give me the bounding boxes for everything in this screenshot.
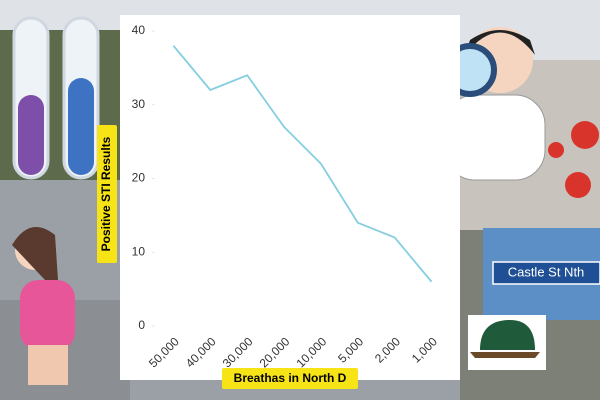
cap-brim	[470, 352, 540, 358]
person-hair	[12, 227, 58, 280]
y-tick-label: 0	[138, 318, 145, 332]
x-axis-title-box	[222, 368, 358, 389]
y-axis-title-box	[97, 125, 117, 263]
tube-liquid	[68, 78, 94, 175]
y-tick-label: 20	[132, 171, 146, 185]
person-body	[20, 280, 75, 350]
y-tick-label: 30	[132, 97, 146, 111]
y-axis-title: Positive STI Results	[99, 136, 113, 251]
y-tick-label: 10	[132, 244, 146, 258]
tube-liquid	[18, 95, 44, 175]
y-tick-label: 40	[132, 23, 146, 37]
virus	[548, 142, 564, 158]
street-sign-text: Castle St Nth	[508, 264, 585, 279]
cap	[480, 320, 535, 350]
x-axis-title: Breathas in North D	[234, 371, 347, 385]
person-legs	[28, 345, 68, 385]
doctor-hair	[465, 30, 535, 55]
virus	[571, 121, 599, 149]
data-line	[172, 45, 433, 283]
virus	[565, 172, 591, 198]
street-sign	[492, 261, 600, 285]
chart-panel	[120, 15, 460, 380]
